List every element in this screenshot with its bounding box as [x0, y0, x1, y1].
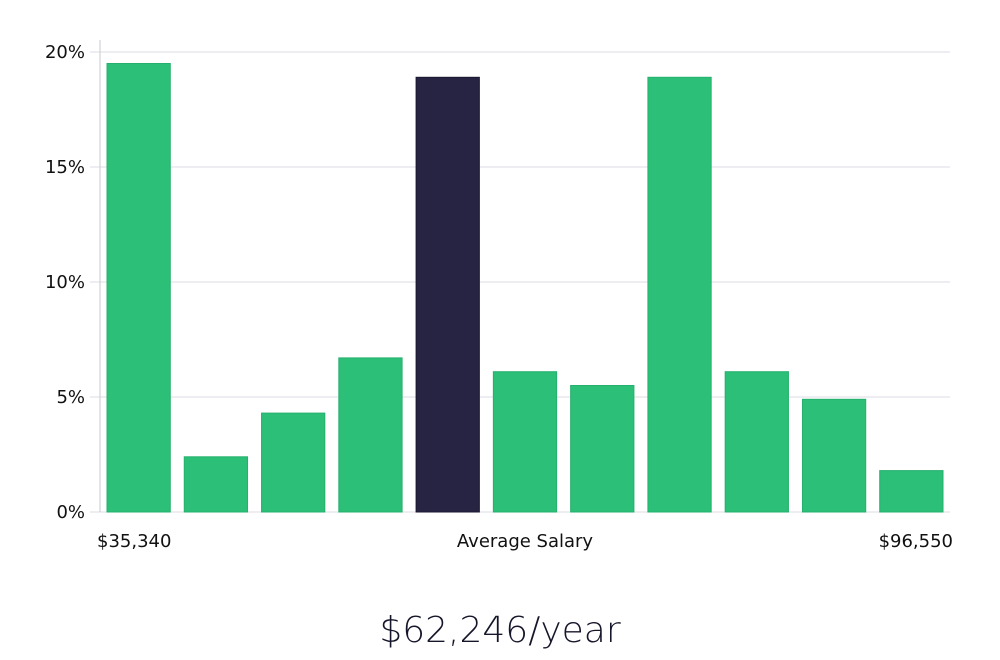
bar	[492, 371, 558, 513]
x-axis-title: Average Salary	[457, 531, 594, 552]
bar	[724, 371, 789, 513]
x-max-label: $96,550	[879, 531, 953, 552]
y-tick-label: 0%	[56, 502, 85, 523]
bars	[106, 63, 944, 513]
x-min-label: $35,340	[97, 531, 171, 552]
average-salary-value: $62,246/year	[379, 610, 621, 651]
y-tick-label: 5%	[56, 387, 85, 408]
bar	[106, 63, 171, 513]
bar	[261, 412, 326, 513]
y-tick-label: 15%	[45, 157, 85, 178]
bar	[183, 456, 249, 513]
bar	[647, 76, 712, 513]
bar	[338, 357, 403, 513]
bar	[879, 470, 944, 513]
y-tick-label: 10%	[45, 272, 85, 293]
bar	[570, 385, 635, 513]
y-axis-ticks: 0% 5% 10% 15% 20%	[45, 42, 85, 523]
bar	[801, 398, 867, 513]
bar-average-highlight	[415, 76, 480, 513]
y-tick-label: 20%	[45, 42, 85, 63]
